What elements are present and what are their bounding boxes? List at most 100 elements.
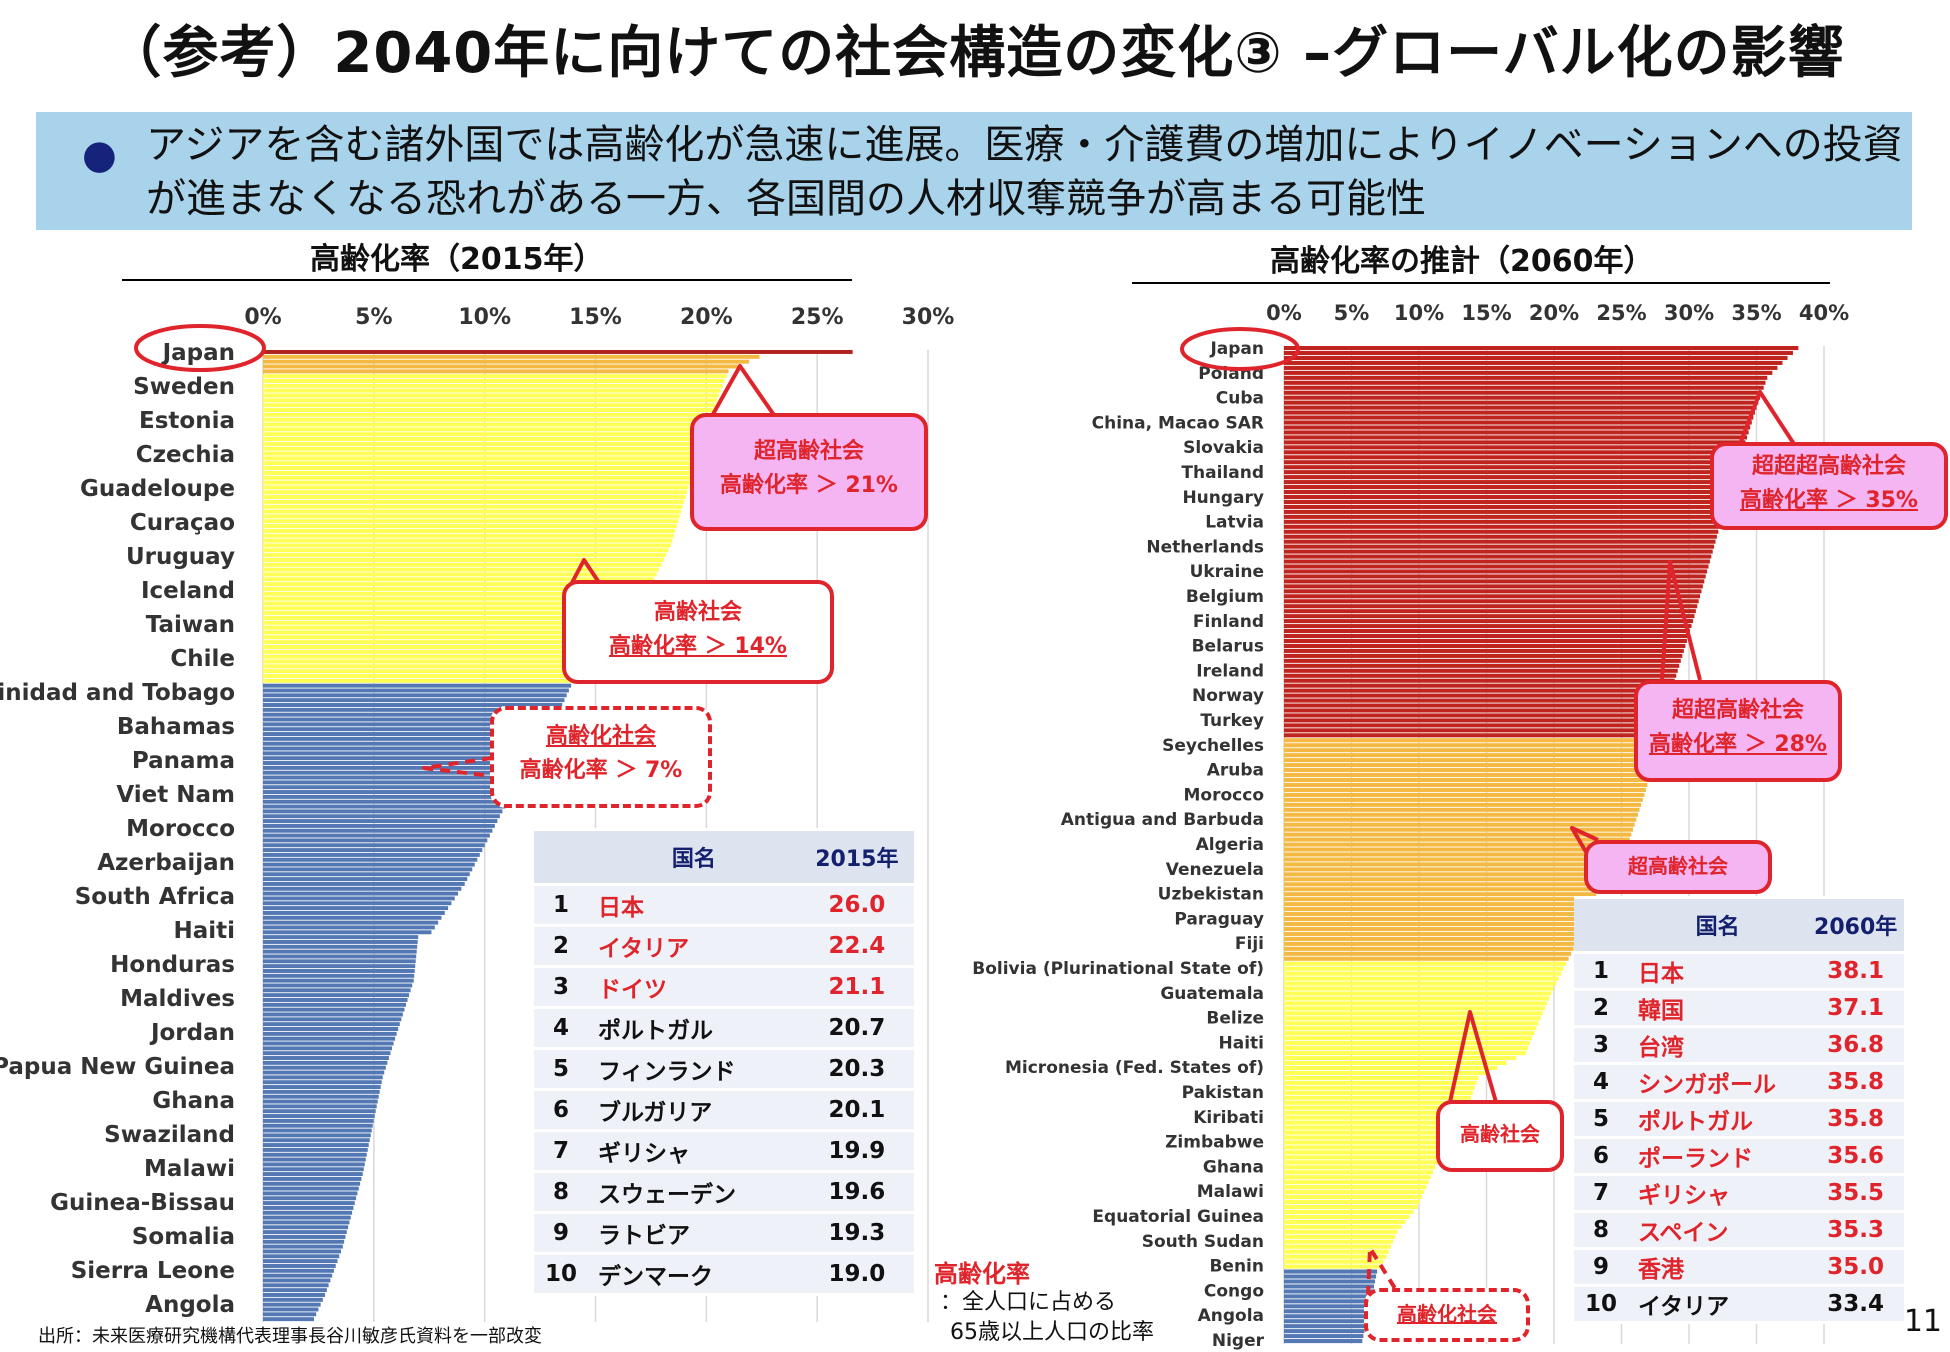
bar xyxy=(1284,549,1713,554)
bar xyxy=(263,1268,334,1273)
table-row: 10 イタリア 33.4 xyxy=(1574,1287,1904,1321)
bar xyxy=(1284,1279,1376,1284)
bar xyxy=(263,935,419,940)
bar xyxy=(1284,499,1727,504)
bar xyxy=(1284,713,1667,718)
callout-pointer xyxy=(1738,390,1796,446)
callout-name: 高齢化社会 xyxy=(545,724,656,749)
value-cell: 19.3 xyxy=(799,1214,914,1252)
bar xyxy=(263,562,662,567)
bar xyxy=(263,925,435,930)
bar xyxy=(263,722,554,727)
table-row: 2 イタリア 22.4 xyxy=(534,927,914,965)
bar xyxy=(263,625,630,630)
bar xyxy=(263,354,760,359)
header-country: 国名 xyxy=(588,831,800,883)
bar xyxy=(263,1288,327,1293)
bar xyxy=(1284,892,1597,897)
bar xyxy=(263,891,459,896)
category-label: Belgium xyxy=(1186,587,1264,607)
bar xyxy=(263,964,416,969)
bar xyxy=(263,939,418,944)
bar xyxy=(263,1196,357,1201)
bar xyxy=(263,736,547,741)
bar xyxy=(1284,564,1709,569)
bar xyxy=(1284,370,1773,375)
bar xyxy=(263,548,669,553)
bar xyxy=(263,1225,349,1230)
bar xyxy=(1284,658,1681,663)
value-cell: 26.0 xyxy=(799,886,914,924)
definition-line1: ：全人口に占める xyxy=(940,1290,1117,1315)
bar xyxy=(263,920,439,925)
bar xyxy=(263,1060,388,1065)
value-cell: 22.4 xyxy=(799,927,914,965)
bar xyxy=(1284,514,1723,519)
bar xyxy=(263,582,652,587)
bar xyxy=(263,886,462,891)
bar xyxy=(263,1167,364,1172)
value-cell: 19.9 xyxy=(799,1132,914,1170)
table-row: 3 台湾 36.8 xyxy=(1574,1028,1904,1062)
table-row: 2 韓国 37.1 xyxy=(1574,991,1904,1025)
bar xyxy=(263,383,723,388)
value-cell: 33.4 xyxy=(1807,1287,1904,1321)
bar xyxy=(1284,1254,1387,1259)
callout-super-super-2060: 超超高齢社会 高齢化率 ＞ 28% xyxy=(1634,680,1842,782)
rank-cell: 4 xyxy=(1574,1065,1628,1099)
definition-term: 高齢化率 xyxy=(934,1260,1030,1288)
bar xyxy=(263,881,465,886)
category-label: Niger xyxy=(1212,1331,1265,1351)
bar xyxy=(1284,1200,1420,1205)
bar xyxy=(1284,1001,1548,1006)
table-row: 5 ポルトガル 35.8 xyxy=(1574,1102,1904,1136)
header-year: 2015年 xyxy=(799,831,914,883)
bar xyxy=(1284,842,1629,847)
bar xyxy=(1284,1244,1391,1249)
bar xyxy=(1284,862,1622,867)
bar xyxy=(1284,1165,1436,1170)
value-cell: 20.7 xyxy=(799,1009,914,1047)
page-number: 11 xyxy=(1903,1304,1942,1339)
bar xyxy=(1284,569,1708,574)
country-cell: フィンランド xyxy=(588,1050,800,1088)
category-label: Sierra Leone xyxy=(71,1258,235,1284)
callout-rule: 高齢化率 ＞ 7% xyxy=(519,758,683,783)
country-cell: デンマーク xyxy=(588,1255,800,1293)
bar xyxy=(263,1056,389,1060)
ranking-table-2015: 国名 2015年 1 日本 26.0 2 イタリア 22.4 3 ドイツ 21.1 4 ポルトガル 2… xyxy=(534,828,914,1296)
bar xyxy=(1284,996,1550,1001)
bar xyxy=(1284,812,1638,817)
table-row: 5 フィンランド 20.3 xyxy=(534,1050,914,1088)
bar xyxy=(1284,559,1710,564)
bar xyxy=(263,1109,376,1114)
bar xyxy=(1284,1046,1528,1051)
x-tick-label: 35% xyxy=(1731,301,1781,325)
category-label: Sweden xyxy=(133,374,235,400)
bar xyxy=(263,543,671,548)
bar xyxy=(263,475,692,480)
bar xyxy=(1284,614,1695,619)
bar xyxy=(1284,872,1611,877)
table-row: 6 ポーランド 35.6 xyxy=(1574,1139,1904,1173)
bar xyxy=(263,1210,353,1215)
bar xyxy=(1284,346,1799,351)
bar xyxy=(263,403,715,408)
category-label: Angola xyxy=(1198,1306,1264,1326)
summary-text: アジアを含む諸外国では高齢化が急速に進展。医療・介護費の増加によりイノベーション… xyxy=(146,122,1903,222)
category-label: Venezuela xyxy=(1166,860,1264,880)
bar xyxy=(263,906,449,911)
source-note: 出所：未来医療研究機構代表理事長谷川敏彦氏資料を一部改変 xyxy=(38,1326,542,1347)
bar xyxy=(1284,400,1759,405)
bar xyxy=(1284,1075,1479,1080)
bar xyxy=(1284,837,1630,842)
bar xyxy=(1284,1219,1406,1224)
bar xyxy=(1284,1080,1477,1085)
bar xyxy=(263,761,532,766)
callout-pointer xyxy=(422,756,493,778)
bar xyxy=(1284,475,1735,480)
callout-rule: 高齢化率 ＞ 21% xyxy=(720,473,898,498)
category-label: Swaziland xyxy=(104,1122,235,1148)
bar xyxy=(263,1263,336,1268)
country-cell: ポルトガル xyxy=(588,1009,800,1047)
